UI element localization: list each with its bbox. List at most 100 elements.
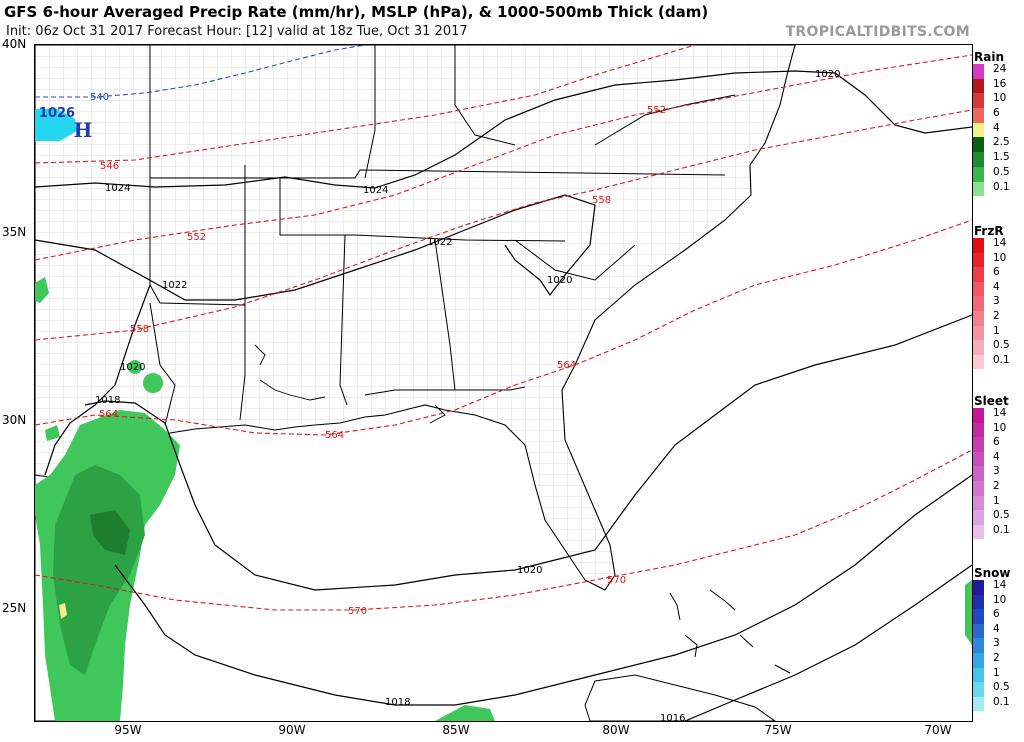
legend-value: 4 <box>993 121 1000 134</box>
legend-value: 24 <box>993 63 1007 75</box>
legend-row: 14 <box>972 579 1024 595</box>
legend-row: 0.5 <box>972 681 1024 697</box>
isobar-label: 1020 <box>815 69 840 80</box>
legend-value: 1.5 <box>993 151 1010 164</box>
legend-title: Rain <box>974 50 1004 64</box>
legend-row: 4 <box>972 451 1024 467</box>
legend-value: 3 <box>993 295 1000 308</box>
legend-swatch <box>973 137 984 153</box>
legend-swatch <box>973 437 984 452</box>
land-bahamas <box>669 589 791 674</box>
thickness-lines <box>35 45 972 611</box>
legend-row: 2 <box>972 479 1024 496</box>
legend-swatch <box>973 480 984 496</box>
legend-value: 1 <box>993 666 1000 679</box>
legend-swatch <box>973 696 984 712</box>
legend-swatch <box>973 354 984 370</box>
legend-row: 14 <box>972 237 1024 253</box>
isobar-label: 1024 <box>363 185 388 196</box>
legend-row: 0.1 <box>972 354 1024 370</box>
legend-row: 24 <box>972 63 1024 79</box>
legend-rain: Rain 24 16 10 6 4 2.5 1.5 0.5 0.1 <box>972 50 1024 197</box>
legend-value: 6 <box>993 266 1000 279</box>
legend-value: 4 <box>993 622 1000 635</box>
legend-value: 3 <box>993 465 1000 478</box>
legend-row: 0.1 <box>972 524 1024 540</box>
legend-swatch <box>973 623 984 639</box>
thickness-label: 564 <box>99 409 118 420</box>
legend-swatch <box>973 181 984 197</box>
lon-label: 75W <box>764 723 792 737</box>
legend-row: 10 <box>972 593 1024 610</box>
legend-row: 10 <box>972 92 1024 109</box>
lon-label: 85W <box>442 723 470 737</box>
lat-label: 40N <box>2 37 27 51</box>
legend-value: 2 <box>993 309 1000 322</box>
state-borders <box>149 45 736 426</box>
legend-row: 2.5 <box>972 136 1024 153</box>
legend-sleet: Sleet 14 10 6 4 3 2 1 0.5 0.1 <box>972 394 1024 540</box>
legend-swatch <box>973 78 984 94</box>
thickness-label: 570 <box>348 606 367 617</box>
legend-value: 2 <box>993 479 1000 492</box>
map-canvas: 1020 1024 1024 1022 1022 1020 1020 1018 … <box>35 45 972 721</box>
legend-row: 16 <box>972 78 1024 94</box>
land-cuba <box>584 674 776 721</box>
legend-row: 1 <box>972 325 1024 341</box>
legend-snow: Snow 14 10 6 4 3 2 1 0.5 0.1 <box>972 566 1024 712</box>
thickness-label: 564 <box>325 430 344 441</box>
legend-value: 14 <box>993 237 1007 249</box>
legend-row: 4 <box>972 121 1024 138</box>
legend-row: 10 <box>972 251 1024 268</box>
legend-row: 1 <box>972 666 1024 683</box>
high-pressure-letter: H <box>74 118 93 142</box>
legend-row: 0.5 <box>972 165 1024 182</box>
isobar-label: 1020 <box>120 362 145 373</box>
legend-row: 3 <box>972 465 1024 481</box>
legend-swatch <box>973 281 984 297</box>
lon-label: 90W <box>278 723 306 737</box>
legend-value: 10 <box>993 251 1007 264</box>
isobar-label: 1022 <box>427 237 452 248</box>
map-subtitle: Init: 06z Oct 31 2017 Forecast Hour: [12… <box>6 24 468 39</box>
legend-title: FrzR <box>974 224 1004 238</box>
legend-swatch <box>973 252 984 268</box>
legend-swatch <box>973 152 984 167</box>
legend-row: 2 <box>972 309 1024 326</box>
legend-swatch <box>973 93 984 109</box>
site-watermark[interactable]: TROPICALTIDBITS.COM <box>785 24 970 40</box>
legend-value: 6 <box>993 436 1000 449</box>
legend-swatch <box>973 64 984 79</box>
legend-row: 6 <box>972 107 1024 123</box>
legend-swatch <box>973 638 984 653</box>
legend-row: 4 <box>972 622 1024 639</box>
legend-value: 2.5 <box>993 136 1010 149</box>
legend-row: 1.5 <box>972 151 1024 167</box>
legend-value: 10 <box>993 593 1007 606</box>
legend-swatch <box>973 594 984 610</box>
legend-swatch <box>973 267 984 282</box>
legend-swatch <box>973 422 984 438</box>
legend-value: 3 <box>993 637 1000 650</box>
legend-value: 4 <box>993 280 1000 293</box>
legend-row: 6 <box>972 436 1024 452</box>
isobars <box>35 70 972 721</box>
legend-value: 14 <box>993 579 1007 591</box>
legend-value: 0.5 <box>993 165 1010 178</box>
lat-label: 25N <box>2 601 27 615</box>
legend-row: 2 <box>972 651 1024 668</box>
legend-swatch <box>973 296 984 311</box>
legend-swatch <box>973 310 984 326</box>
legend-row: 4 <box>972 280 1024 297</box>
legend-swatch <box>973 408 984 423</box>
legend-value: 2 <box>993 651 1000 664</box>
thickness-label: 540 <box>90 92 109 103</box>
legend-value: 0.5 <box>993 509 1010 522</box>
legend-row: 6 <box>972 266 1024 282</box>
legend-row: 14 <box>972 407 1024 423</box>
legend-value: 14 <box>993 407 1007 419</box>
weather-map: 1020 1024 1024 1022 1022 1020 1020 1018 … <box>34 44 973 722</box>
legend-frzr: FrzR 14 10 6 4 3 2 1 0.5 0.1 <box>972 224 1024 370</box>
legend-swatch <box>973 652 984 668</box>
isobar-label: 1018 <box>385 697 410 708</box>
